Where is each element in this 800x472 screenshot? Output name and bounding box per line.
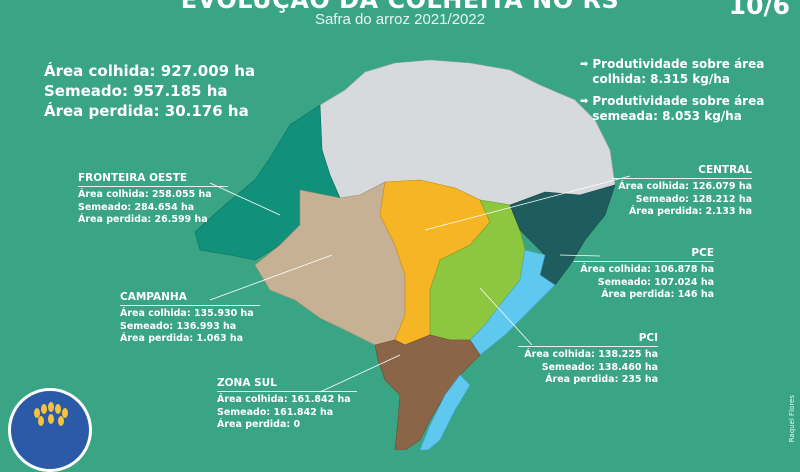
region-sown: Semeado: 107.024 ha: [597, 276, 714, 288]
region-lost: Área perdida: 0: [217, 419, 301, 430]
leader-central: [424, 175, 631, 231]
region-divider: [574, 261, 714, 262]
map-region-fronteira-oeste: [194, 104, 341, 261]
region-divider: [78, 186, 228, 187]
productivity-panel: ➡ Produtividade sobre área colhida: 8.31…: [580, 57, 790, 131]
region-name: CAMPANHA: [120, 291, 187, 303]
arrow-right-icon: ➡: [580, 96, 589, 107]
leader-pci: [479, 287, 533, 346]
leader-lines: [209, 175, 631, 393]
region-divider: [120, 305, 260, 306]
region-central: CENTRAL Área colhida: 126.079 ha Semeado…: [612, 163, 752, 219]
productivity-item: ➡ Produtividade sobre área semeada: 8.05…: [580, 94, 790, 124]
date-value: 10/6: [728, 0, 790, 20]
region-sown: Semeado: 138.460 ha: [541, 361, 658, 373]
map-lagoon: [469, 249, 556, 356]
map-region-non-rice: [319, 59, 616, 206]
leader-campanha: [209, 254, 333, 301]
region-pce: PCE Área colhida: 106.878 ha Semeado: 10…: [574, 246, 714, 302]
total-sown: Semeado: 957.185 ha: [44, 82, 228, 100]
map-region-zona-sul: [374, 334, 481, 450]
region-sown: Semeado: 161.842 ha: [217, 406, 334, 418]
total-lost: Área perdida: 30.176 ha: [44, 102, 249, 120]
total-harvested: Área colhida: 927.009 ha: [44, 62, 256, 80]
map-region-pci: [509, 184, 616, 286]
irga-logo: [8, 388, 92, 472]
region-sown: Semeado: 136.993 ha: [120, 320, 237, 332]
region-harvested: Área colhida: 258.055 ha: [78, 189, 212, 200]
region-name: PCE: [691, 247, 714, 259]
region-name: CENTRAL: [698, 164, 752, 176]
region-pci: PCI Área colhida: 138.225 ha Semeado: 13…: [518, 331, 658, 387]
region-name: ZONA SUL: [217, 377, 277, 389]
leader-zona-sul: [319, 354, 401, 393]
productivity-harvested: Produtividade sobre área colhida: 8.315 …: [592, 57, 765, 86]
date-badge: 10/6: [729, 0, 790, 20]
map-lagoon-mirim: [419, 374, 471, 450]
region-lost: Área perdida: 1.063 ha: [120, 333, 244, 344]
productivity-sown: Produtividade sobre área semeada: 8.053 …: [592, 94, 765, 123]
region-harvested: Área colhida: 138.225 ha: [524, 349, 658, 360]
region-divider: [518, 346, 658, 347]
region-divider: [217, 391, 357, 392]
region-lost: Área perdida: 146 ha: [601, 289, 714, 300]
region-name: FRONTEIRA OESTE: [78, 172, 188, 184]
region-lost: Área perdida: 235 ha: [545, 374, 658, 385]
region-sown: Semeado: 284.654 ha: [78, 201, 195, 213]
region-zona-sul: ZONA SUL Área colhida: 161.842 ha Semead…: [217, 376, 357, 432]
photo-credit: Raquel Flores: [788, 395, 796, 443]
region-lost: Área perdida: 26.599 ha: [78, 214, 208, 225]
region-campanha: CAMPANHA Área colhida: 135.930 ha Semead…: [120, 290, 260, 346]
region-harvested: Área colhida: 135.930 ha: [120, 308, 254, 319]
region-harvested: Área colhida: 106.878 ha: [580, 264, 714, 275]
leader-pce: [559, 254, 601, 257]
totals-panel: Área colhida: 927.009 ha Semeado: 957.18…: [44, 61, 255, 121]
rs-map: [194, 59, 631, 450]
arrow-right-icon: ➡: [580, 59, 589, 70]
page-subtitle: Safra do arroz 2021/2022: [314, 11, 486, 28]
productivity-item: ➡ Produtividade sobre área colhida: 8.31…: [580, 57, 790, 87]
region-harvested: Área colhida: 126.079 ha: [618, 181, 752, 192]
region-name: PCI: [638, 332, 658, 344]
region-harvested: Área colhida: 161.842 ha: [217, 394, 351, 405]
leader-fronteira-oeste: [209, 182, 281, 216]
region-lost: Área perdida: 2.133 ha: [628, 206, 752, 217]
region-divider: [612, 178, 752, 179]
rice-icon: [34, 402, 68, 426]
page-title: EVOLUÇÃO DA COLHEITA NO RS: [180, 0, 620, 14]
region-fronteira-oeste: FRONTEIRA OESTE Área colhida: 258.055 ha…: [78, 171, 228, 227]
region-sown: Semeado: 128.212 ha: [635, 193, 752, 205]
